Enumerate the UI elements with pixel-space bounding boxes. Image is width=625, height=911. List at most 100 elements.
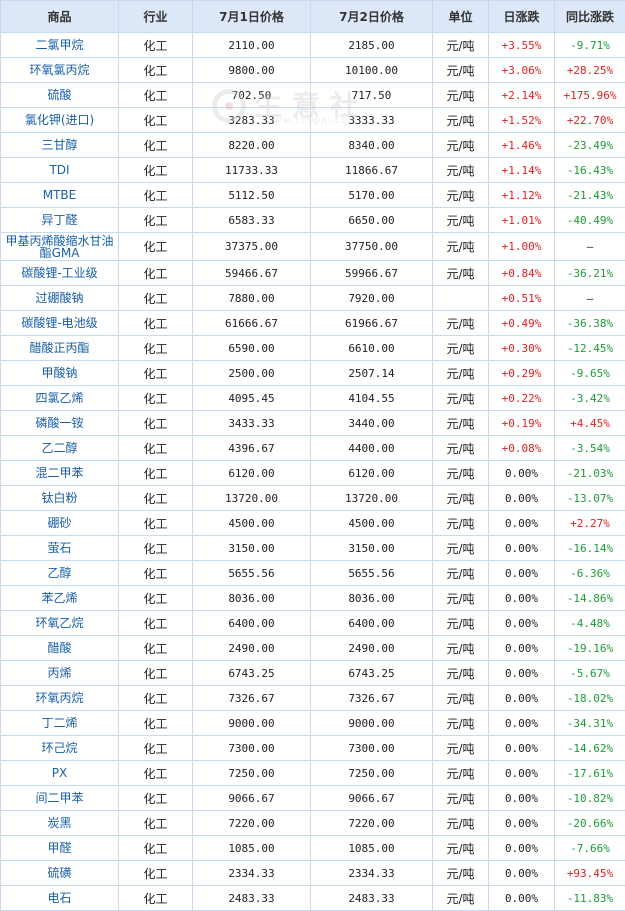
unit-cell: 元/吨: [433, 336, 489, 361]
price-jul1-cell: 1085.00: [193, 836, 311, 861]
daily-change-cell: +1.52%: [489, 108, 555, 133]
industry-cell: 化工: [119, 108, 193, 133]
product-name-link[interactable]: 氯化钾(进口): [1, 108, 119, 133]
product-name-link[interactable]: 环己烷: [1, 736, 119, 761]
product-name-link[interactable]: TDI: [1, 158, 119, 183]
product-name-link[interactable]: 混二甲苯: [1, 461, 119, 486]
product-name-link[interactable]: 硫酸: [1, 83, 119, 108]
price-jul2-cell: 9066.67: [311, 786, 433, 811]
price-jul1-cell: 6743.25: [193, 661, 311, 686]
daily-change-cell: +1.46%: [489, 133, 555, 158]
product-name-link[interactable]: 碳酸锂-电池级: [1, 311, 119, 336]
unit-cell: 元/吨: [433, 436, 489, 461]
yoy-change-cell: -10.82%: [555, 786, 625, 811]
yoy-change-cell: -6.36%: [555, 561, 625, 586]
product-name-link[interactable]: 甲基丙烯酸缩水甘油酯GMA: [1, 233, 119, 261]
yoy-change-cell: +22.70%: [555, 108, 625, 133]
industry-cell: 化工: [119, 208, 193, 233]
price-jul1-cell: 702.50: [193, 83, 311, 108]
price-jul1-cell: 4396.67: [193, 436, 311, 461]
product-name-link[interactable]: 环氧丙烷: [1, 686, 119, 711]
header-industry[interactable]: 行业: [119, 1, 193, 33]
product-name-link[interactable]: 过硼酸钠: [1, 286, 119, 311]
price-jul1-cell: 8036.00: [193, 586, 311, 611]
daily-change-cell: +0.19%: [489, 411, 555, 436]
product-name-link[interactable]: 二氯甲烷: [1, 33, 119, 58]
header-price-jul2[interactable]: 7月2日价格: [311, 1, 433, 33]
yoy-change-cell: -21.43%: [555, 183, 625, 208]
yoy-change-cell: -3.54%: [555, 436, 625, 461]
unit-cell: 元/吨: [433, 158, 489, 183]
price-jul2-cell: 37750.00: [311, 233, 433, 261]
unit-cell: 元/吨: [433, 761, 489, 786]
header-unit: 单位: [433, 1, 489, 33]
price-jul2-cell: 717.50: [311, 83, 433, 108]
price-jul1-cell: 3433.33: [193, 411, 311, 436]
price-jul1-cell: 2334.33: [193, 861, 311, 886]
unit-cell: 元/吨: [433, 183, 489, 208]
product-name-link[interactable]: 醋酸正丙酯: [1, 336, 119, 361]
yoy-change-cell: -11.83%: [555, 886, 625, 911]
price-jul2-cell: 10100.00: [311, 58, 433, 83]
product-name-link[interactable]: 磷酸一铵: [1, 411, 119, 436]
unit-cell: 元/吨: [433, 261, 489, 286]
product-name-link[interactable]: 醋酸: [1, 636, 119, 661]
price-jul2-cell: 2483.33: [311, 886, 433, 911]
industry-cell: 化工: [119, 261, 193, 286]
unit-cell: 元/吨: [433, 861, 489, 886]
yoy-change-cell: -19.16%: [555, 636, 625, 661]
product-name-link[interactable]: 环氧氯丙烷: [1, 58, 119, 83]
industry-cell: 化工: [119, 58, 193, 83]
product-name-link[interactable]: 乙醇: [1, 561, 119, 586]
product-name-link[interactable]: 碳酸锂-工业级: [1, 261, 119, 286]
unit-cell: 元/吨: [433, 736, 489, 761]
product-name-link[interactable]: 炭黑: [1, 811, 119, 836]
price-jul2-cell: 6400.00: [311, 611, 433, 636]
industry-cell: 化工: [119, 836, 193, 861]
header-daily-change[interactable]: 日涨跌: [489, 1, 555, 33]
daily-change-cell: 0.00%: [489, 536, 555, 561]
header-yoy-change[interactable]: 同比涨跌: [555, 1, 625, 33]
product-name-link[interactable]: 间二甲苯: [1, 786, 119, 811]
product-name-link[interactable]: 三甘醇: [1, 133, 119, 158]
unit-cell: 元/吨: [433, 786, 489, 811]
product-name-link[interactable]: 异丁醛: [1, 208, 119, 233]
header-price-jul1[interactable]: 7月1日价格: [193, 1, 311, 33]
product-name-link[interactable]: 钛白粉: [1, 486, 119, 511]
yoy-change-cell: -23.49%: [555, 133, 625, 158]
product-name-link[interactable]: 甲醛: [1, 836, 119, 861]
product-name-link[interactable]: 丙烯: [1, 661, 119, 686]
header-product[interactable]: 商品: [1, 1, 119, 33]
product-name-link[interactable]: 丁二烯: [1, 711, 119, 736]
industry-cell: 化工: [119, 33, 193, 58]
unit-cell: 元/吨: [433, 886, 489, 911]
product-name-link[interactable]: 苯乙烯: [1, 586, 119, 611]
product-name-link[interactable]: 环氧乙烷: [1, 611, 119, 636]
product-name-link[interactable]: 硫磺: [1, 861, 119, 886]
industry-cell: 化工: [119, 336, 193, 361]
product-name-link[interactable]: 萤石: [1, 536, 119, 561]
product-name-link[interactable]: 四氯乙烯: [1, 386, 119, 411]
product-name-link[interactable]: MTBE: [1, 183, 119, 208]
product-name-link[interactable]: PX: [1, 761, 119, 786]
product-name-link[interactable]: 硼砂: [1, 511, 119, 536]
product-name-link[interactable]: 甲酸钠: [1, 361, 119, 386]
price-jul2-cell: 7920.00: [311, 286, 433, 311]
yoy-change-cell: -13.07%: [555, 486, 625, 511]
price-jul2-cell: 4104.55: [311, 386, 433, 411]
product-name-link[interactable]: 乙二醇: [1, 436, 119, 461]
product-name-link[interactable]: 电石: [1, 886, 119, 911]
daily-change-cell: 0.00%: [489, 486, 555, 511]
daily-change-cell: 0.00%: [489, 736, 555, 761]
